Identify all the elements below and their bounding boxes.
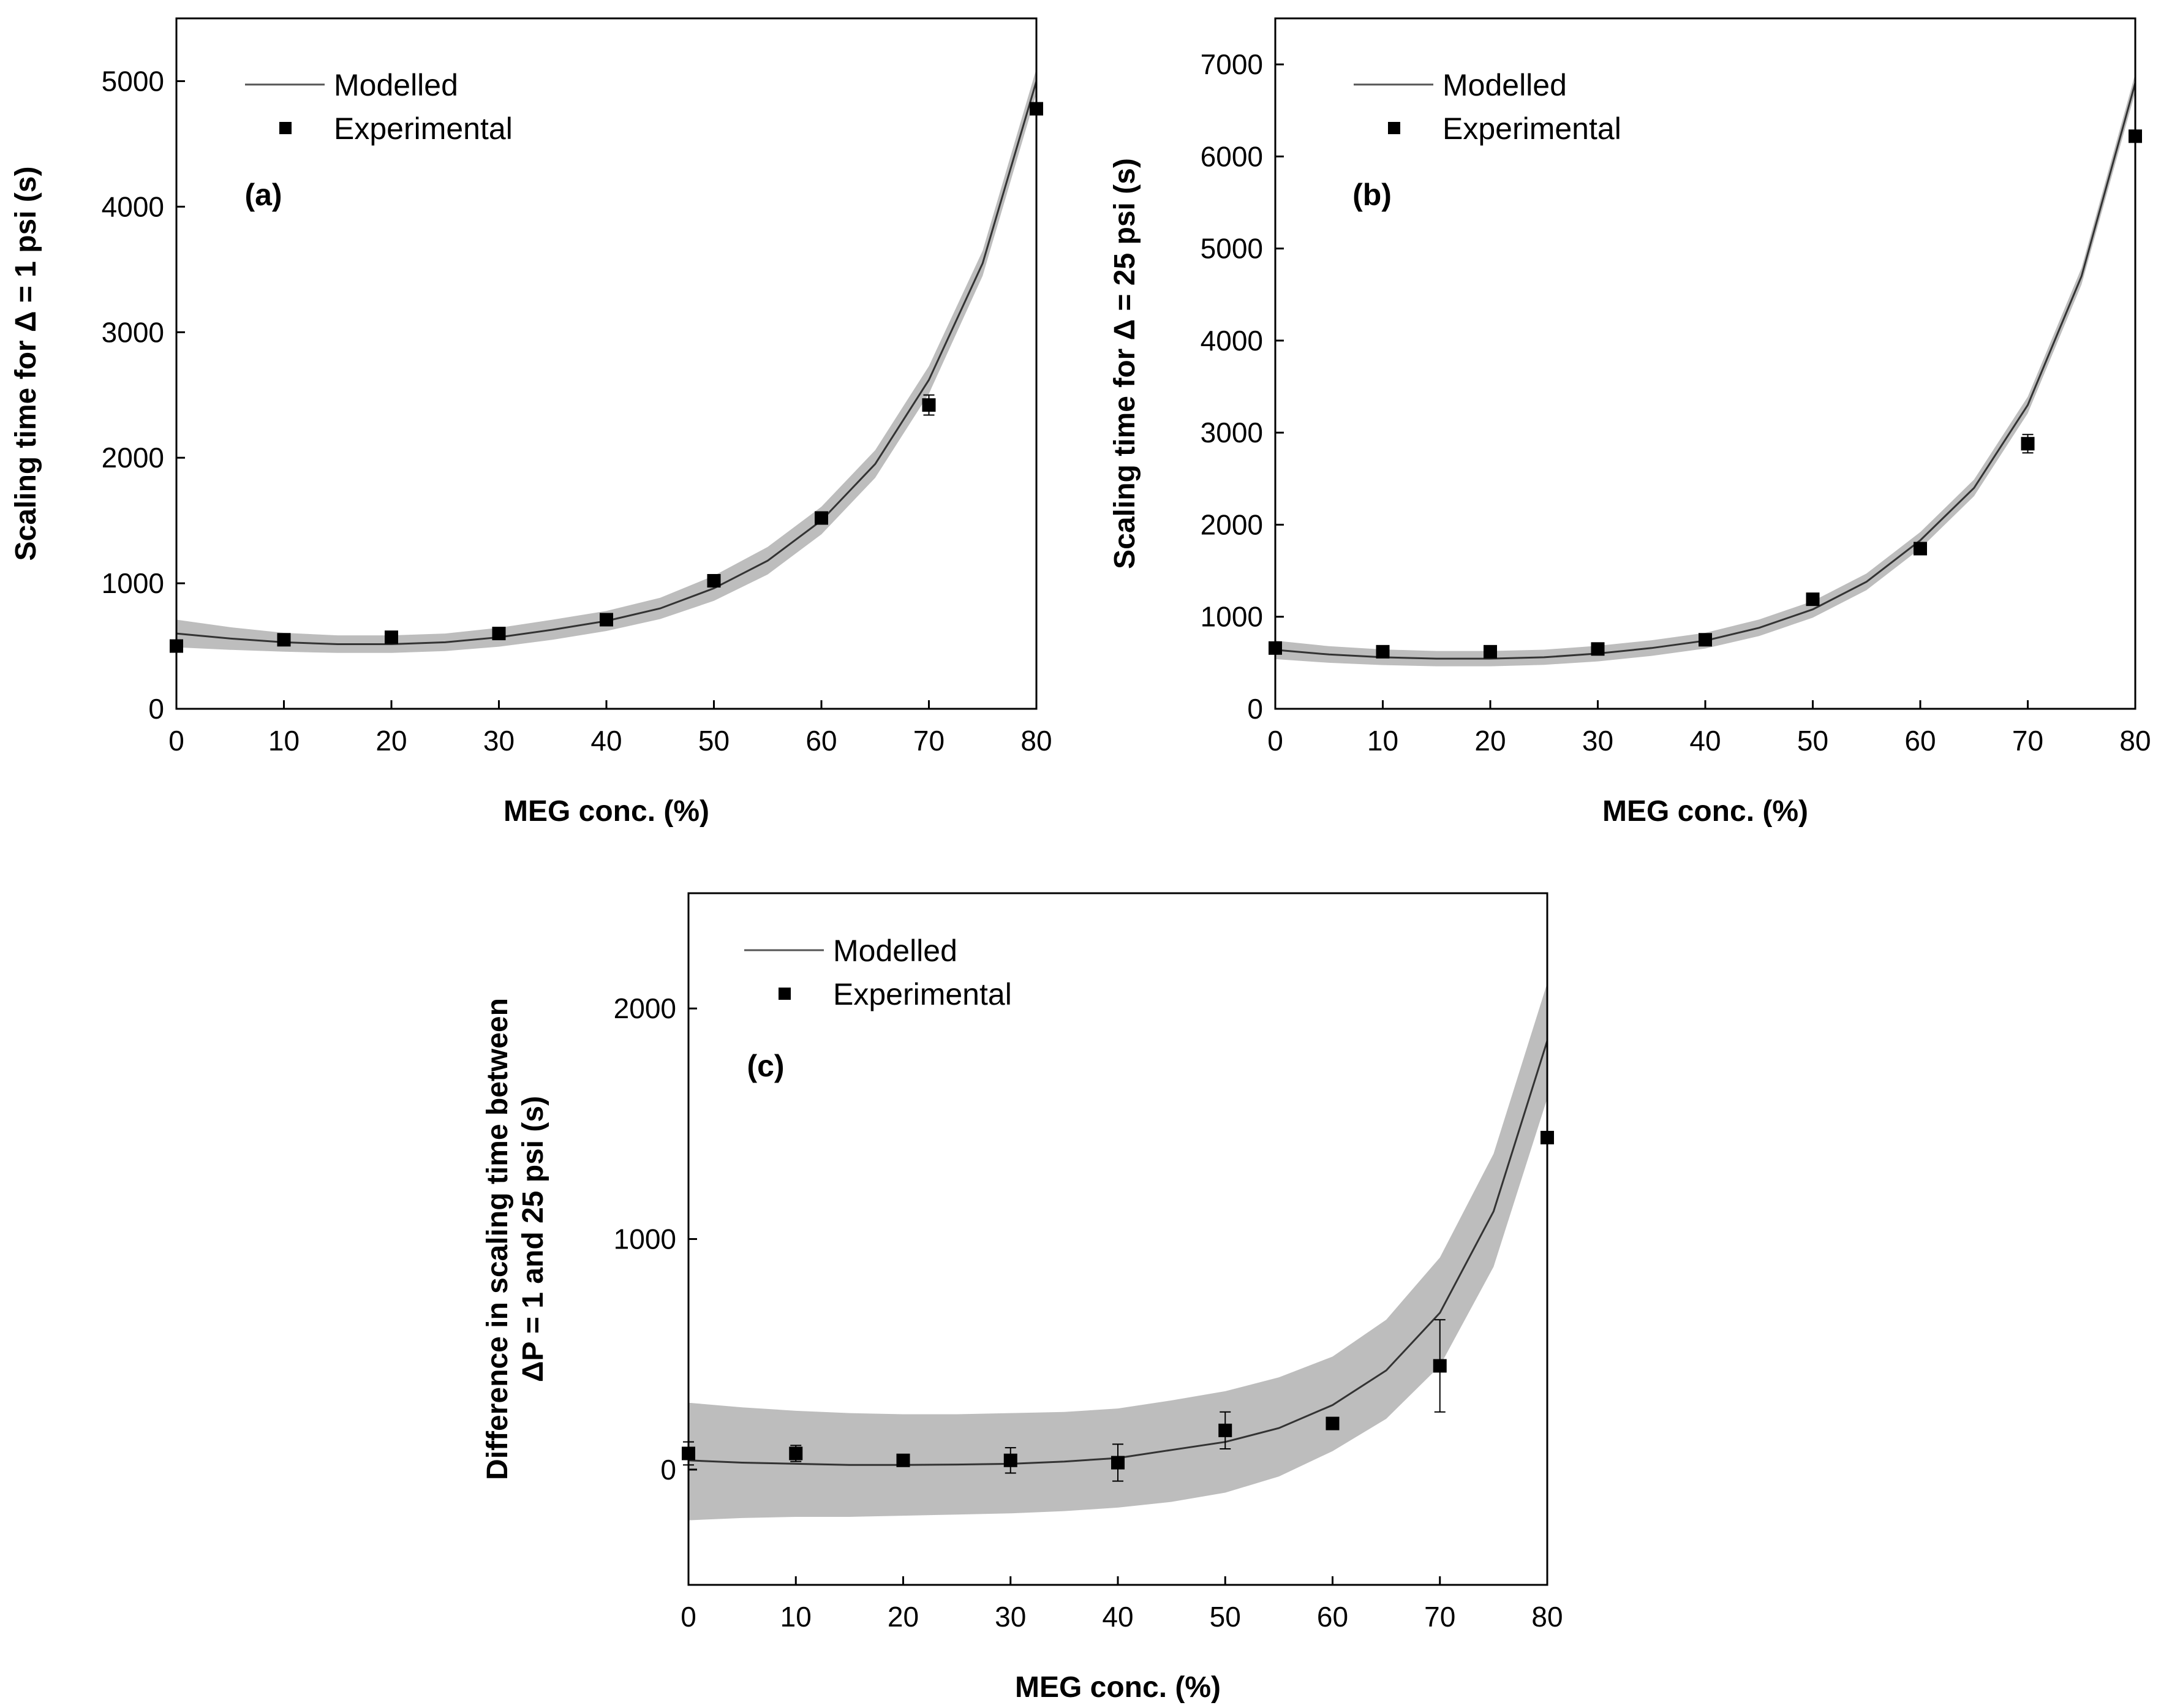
experimental-point <box>1326 1416 1340 1430</box>
x-tick-label: 20 <box>375 725 407 757</box>
x-tick-label: 70 <box>1424 1601 1455 1633</box>
x-tick-label: 80 <box>1020 725 1052 757</box>
legend-label-experimental: Experimental <box>1443 111 1621 146</box>
experimental-point <box>492 627 506 641</box>
x-tick-label: 20 <box>1474 725 1506 757</box>
chart-panel-c: 0 10 20 30 40 50 60 70 80 0 1000 2000 MEG conc. (%) D… <box>481 892 1563 1704</box>
experimental-point <box>1218 1423 1232 1437</box>
experimental-point <box>2021 437 2035 451</box>
x-axis-title: MEG conc. (%) <box>503 795 709 828</box>
x-tick-label: 10 <box>780 1601 812 1633</box>
chart-panel-b: 0 10 20 30 40 50 60 70 80 0 1000 2000 3000 4000 5000 60… <box>1109 17 2151 828</box>
experimental-point <box>1484 644 1497 659</box>
y-axis-title: ΔP = 1 and 25 psi (s) <box>517 1096 549 1382</box>
x-axis-title: MEG conc. (%) <box>1602 795 1808 828</box>
experimental-point <box>922 398 936 412</box>
x-tick-label: 10 <box>268 725 300 757</box>
modelled-confidence-band <box>176 69 1036 653</box>
x-tick-label: 60 <box>1904 725 1936 757</box>
y-tick-label: 7000 <box>1201 48 1263 80</box>
x-tick-label: 30 <box>1582 725 1613 757</box>
experimental-point <box>1914 542 1927 556</box>
experimental-point <box>815 511 828 525</box>
y-tick-label: 1000 <box>102 567 164 599</box>
y-tick-label: 0 <box>1247 693 1263 725</box>
y-tick-label: 3000 <box>102 316 164 348</box>
y-tick-label: 5000 <box>1201 233 1263 265</box>
x-tick-label: 70 <box>2012 725 2043 757</box>
y-tick-label: 1000 <box>1201 601 1263 633</box>
x-tick-label: 50 <box>1797 725 1828 757</box>
experimental-point <box>896 1453 910 1467</box>
x-tick-label: 0 <box>168 725 184 757</box>
x-tick-label: 0 <box>681 1601 696 1633</box>
y-tick-label: 2000 <box>614 992 676 1024</box>
legend-marker-sample <box>279 122 292 134</box>
legend-label-experimental: Experimental <box>833 977 1012 1011</box>
experimental-point <box>1433 1359 1447 1373</box>
x-tick-label: 50 <box>698 725 730 757</box>
experimental-point <box>1376 644 1390 659</box>
y-axis-title: Scaling time for Δ = 1 psi (s) <box>10 167 42 561</box>
experimental-point <box>1806 592 1820 606</box>
experimental-point <box>600 613 613 627</box>
x-tick-label: 80 <box>1531 1601 1563 1633</box>
panel-label: (a) <box>244 178 282 212</box>
x-tick-label: 30 <box>995 1601 1026 1633</box>
y-tick-label: 2000 <box>102 442 164 474</box>
experimental-point <box>1003 1453 1017 1467</box>
experimental-point <box>277 633 291 647</box>
y-tick-label: 1000 <box>614 1223 676 1255</box>
x-tick-label: 60 <box>1317 1601 1348 1633</box>
y-tick-label: 6000 <box>1201 140 1263 172</box>
y-tick-label: 0 <box>148 693 164 725</box>
x-tick-label: 40 <box>1689 725 1721 757</box>
x-tick-label: 80 <box>2119 725 2151 757</box>
y-tick-label: 4000 <box>1201 325 1263 357</box>
x-tick-label: 30 <box>483 725 515 757</box>
x-axis-title: MEG conc. (%) <box>1015 1671 1221 1704</box>
experimental-point <box>1111 1456 1125 1470</box>
modelled-confidence-band <box>688 983 1547 1521</box>
y-axis-title: Scaling time for Δ = 25 psi (s) <box>1109 158 1141 569</box>
chart-panel-a: 0 10 20 30 40 50 60 70 80 0 1000 2000 3000 4000 5000 ME… <box>10 17 1052 828</box>
y-tick-label: 0 <box>660 1454 676 1486</box>
y-tick-label: 5000 <box>102 65 164 97</box>
legend-label-modelled: Modelled <box>833 934 957 968</box>
experimental-point <box>789 1446 803 1460</box>
y-axis-title: Difference in scaling time between <box>481 998 514 1480</box>
legend-label-modelled: Modelled <box>334 68 458 102</box>
x-tick-label: 40 <box>590 725 622 757</box>
panel-label: (c) <box>747 1049 784 1083</box>
x-tick-label: 20 <box>888 1601 919 1633</box>
y-tick-label: 2000 <box>1201 508 1263 540</box>
experimental-point <box>1699 633 1712 647</box>
x-tick-label: 0 <box>1267 725 1283 757</box>
x-tick-label: 50 <box>1210 1601 1241 1633</box>
legend-marker-sample <box>779 988 791 1000</box>
y-tick-label: 4000 <box>102 191 164 222</box>
experimental-point <box>385 630 398 644</box>
legend-label-experimental: Experimental <box>334 111 513 146</box>
legend-marker-sample <box>1388 122 1400 134</box>
y-tick-label: 3000 <box>1201 417 1263 448</box>
x-tick-label: 60 <box>805 725 837 757</box>
x-tick-label: 40 <box>1102 1601 1133 1633</box>
experimental-point <box>1591 642 1605 656</box>
panel-label: (b) <box>1352 178 1392 212</box>
legend-label-modelled: Modelled <box>1443 68 1567 102</box>
experimental-point <box>707 573 721 588</box>
x-tick-label: 70 <box>913 725 945 757</box>
x-tick-label: 10 <box>1367 725 1398 757</box>
